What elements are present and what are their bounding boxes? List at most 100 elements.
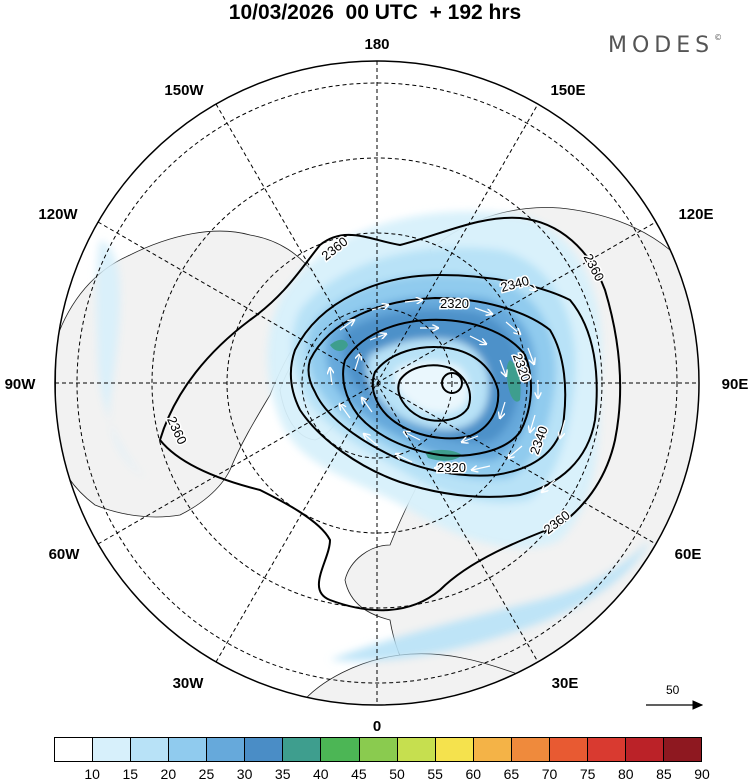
contour-2280 [397,364,471,422]
wind-vector [560,419,566,438]
colorbar-tick-label: 45 [351,766,367,782]
wind-vector [369,334,386,341]
wind-vector [499,359,506,376]
contour-2340-outer [289,273,598,498]
colorbar-cell [283,738,322,761]
colorbar-cell [664,738,702,761]
wind-speed-peaks [330,339,521,461]
graticule [55,61,699,705]
colorbar-cell [207,738,246,761]
polar-map: 180 150E 120E 90E 60E 30E 0 30W 60W 90W … [5,36,749,735]
colorbar-cell [473,738,512,761]
wind-vector [404,432,421,441]
map-disk [55,61,699,705]
colorbar-cell [55,738,94,761]
wind-vector [474,307,492,314]
lon-label: 30E [552,675,579,692]
shade-subtropical [330,540,650,661]
colorbar-cell [245,738,284,761]
meridian-150-330 [215,103,539,663]
colorbar-cell [359,738,398,761]
wind-vector [508,445,523,458]
wind-vector [340,404,351,419]
colorbar-cell [321,738,360,761]
colorbar-tick-label: 65 [503,766,520,782]
wind-vector [530,414,536,432]
colorbar-tick-label: 55 [427,766,443,782]
colorbar-cell [93,738,132,761]
contour-label: 2320 [440,296,469,311]
contour-2300 [371,346,500,440]
colorbar-labels: 10 15 20 25 30 35 40 45 50 55 60 65 70 75 80 85 90 [54,766,709,782]
lon-label: 0 [373,718,381,735]
contour-2340-inner [307,296,567,477]
colorbar-tick-label: 10 [84,766,100,782]
map-title: 10/03/2026 00 UTC + 192 hrs [228,1,522,24]
lon-label: 90W [5,376,37,393]
colorbar-cell [131,738,170,761]
colorbar-tick-label: 70 [541,766,558,782]
wind-vector [462,435,479,442]
colorbar-tick-label: 75 [579,766,596,782]
wind-vector [362,398,373,413]
colorbar-cell [435,738,474,761]
shade-jet-atlantic [96,240,150,480]
colorbar-cell [169,738,208,761]
colorbar-tick-label: 35 [274,766,291,782]
wind-vector [435,468,453,470]
colorbar-tick-label: 40 [313,766,329,782]
colorbar-cell [625,738,664,761]
wind-vector [371,305,388,311]
colorbar-cell [549,738,588,761]
colorbar-cell [587,738,626,761]
colorbar [54,737,702,762]
wind-vector [542,479,556,492]
wind-vector [472,466,491,470]
colorbar-tick-label: 85 [656,766,672,782]
wind-vector [396,454,413,463]
wind-vector [330,368,332,386]
wind-vector [469,335,486,344]
copyright-mark: © [714,33,723,42]
colorbar-tick-label: 50 [389,766,405,782]
wind-vector [404,300,422,302]
lon-label: 180 [364,36,389,53]
modes-logo: MODES© [608,33,722,58]
colorbar-tick-label: 60 [465,766,482,782]
lon-label: 60E [675,546,702,563]
colorbar-tick-label: 25 [198,766,215,782]
colorbar-cell [511,738,550,761]
map-border [54,60,700,706]
wind-vector [339,320,354,331]
lon-label: 150W [164,82,204,99]
longitude-labels: 180 150E 120E 90E 60E 30E 0 30W 60W 90W … [5,36,749,735]
contour-2360 [158,216,622,612]
peak-40-west [330,339,348,352]
reference-vector-label: 50 [666,683,680,697]
peak-40-east [506,360,521,402]
colorbar-tick-label: 30 [236,766,253,782]
wind-vector [519,279,536,290]
colorbar-tick-label: 80 [617,766,634,782]
wind-vectors [330,279,566,492]
contour-label: 2320 [437,460,466,475]
lon-label: 150E [550,82,585,99]
lat-circle-50 [76,82,678,684]
wind-vector [354,354,360,371]
colorbar-tick-label: 90 [694,766,710,782]
wind-vector [364,434,379,447]
height-contours [158,216,622,612]
logo-text: MODES [608,33,715,58]
lon-label: 120E [678,206,713,223]
colorbar-cell [397,738,436,761]
colorbar-tick-label: 15 [122,766,139,782]
wind-vector [439,302,458,304]
lon-label: 120W [38,206,78,223]
wind-vector [500,401,506,418]
wind-vector [527,347,534,364]
lon-label: 30W [173,675,205,692]
lon-label: 90E [722,376,749,393]
colorbar-tick-label: 20 [160,766,177,782]
reference-vector-arrow [646,700,704,710]
lon-label: 60W [49,546,81,563]
